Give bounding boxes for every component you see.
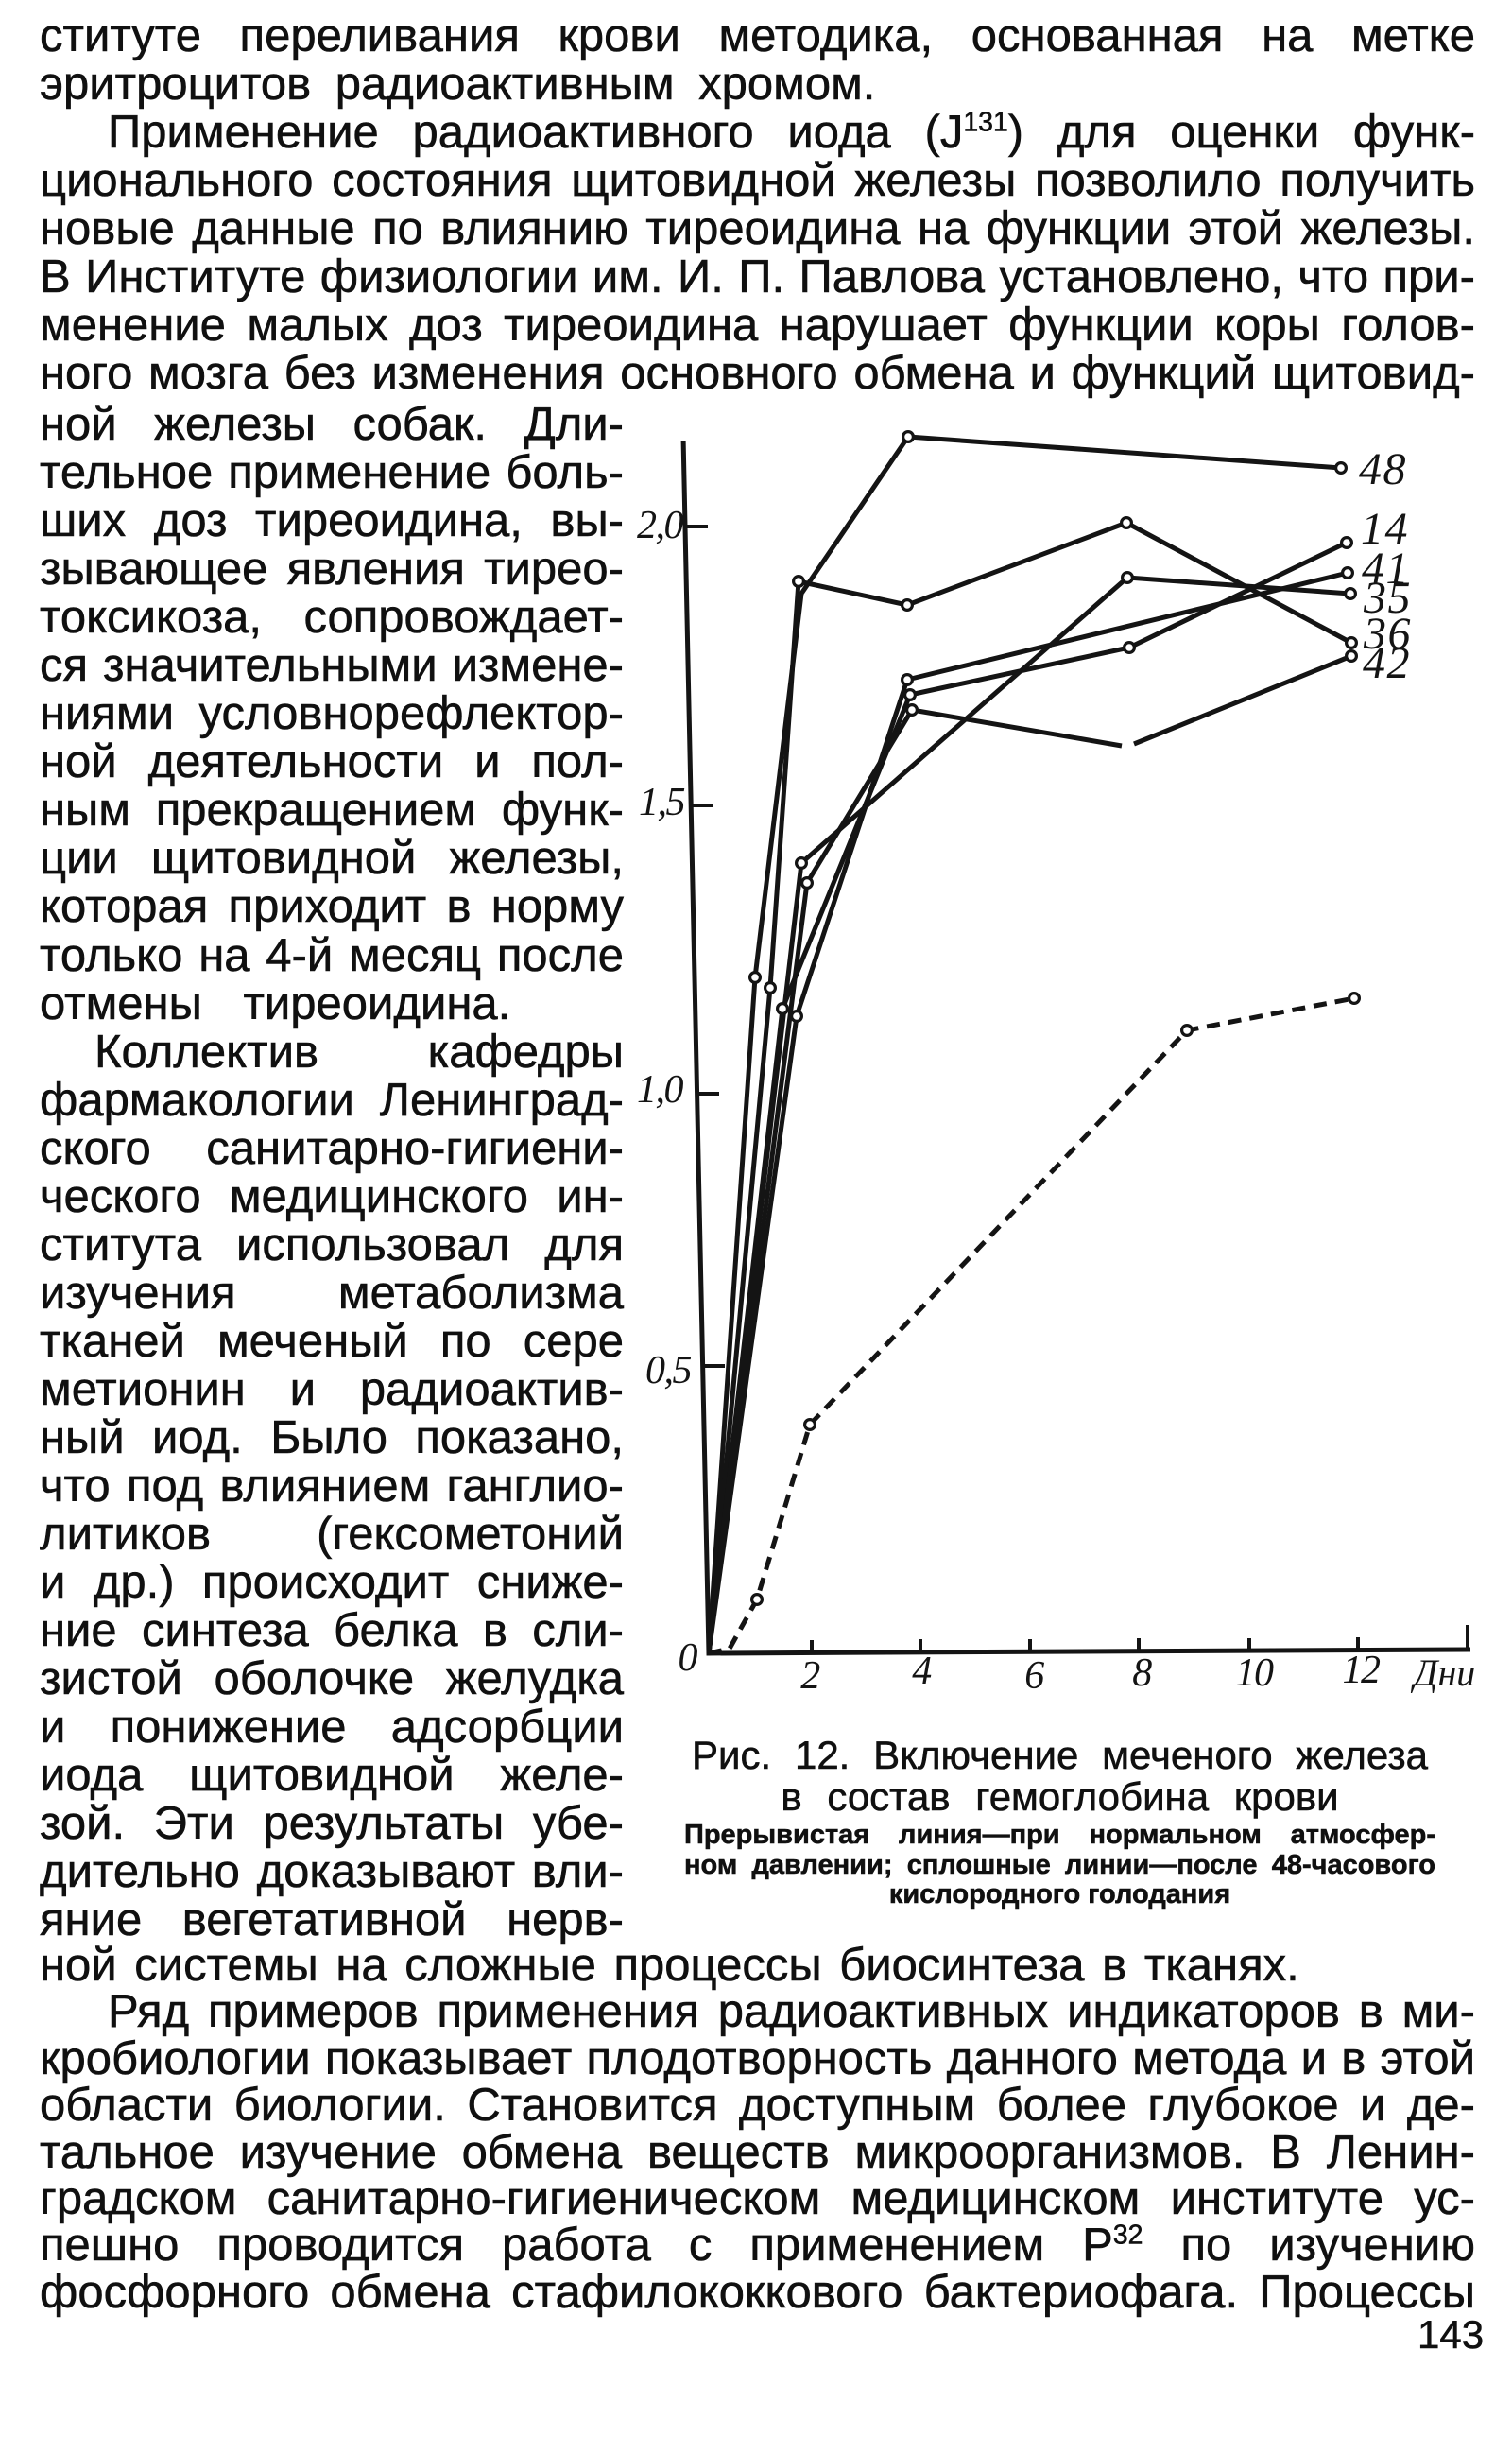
svg-text:42: 42 xyxy=(1363,638,1411,688)
svg-text:8: 8 xyxy=(1132,1651,1152,1695)
svg-text:10: 10 xyxy=(1236,1651,1275,1695)
svg-text:1,5: 1,5 xyxy=(639,781,685,824)
svg-text:48: 48 xyxy=(1359,444,1407,494)
svg-text:4: 4 xyxy=(912,1650,932,1693)
svg-text:6: 6 xyxy=(1024,1654,1044,1698)
svg-text:14: 14 xyxy=(1361,504,1409,554)
svg-text:41: 41 xyxy=(1362,544,1410,594)
svg-text:36: 36 xyxy=(1363,609,1412,659)
svg-text:12: 12 xyxy=(1343,1649,1382,1692)
svg-text:2,0: 2,0 xyxy=(637,504,684,547)
svg-text:0: 0 xyxy=(679,1636,698,1680)
svg-text:Дни: Дни xyxy=(1410,1651,1475,1694)
svg-text:1,0: 1,0 xyxy=(637,1068,684,1112)
svg-text:0,5: 0,5 xyxy=(645,1349,692,1392)
svg-text:2: 2 xyxy=(800,1654,820,1698)
svg-text:35: 35 xyxy=(1363,573,1412,623)
